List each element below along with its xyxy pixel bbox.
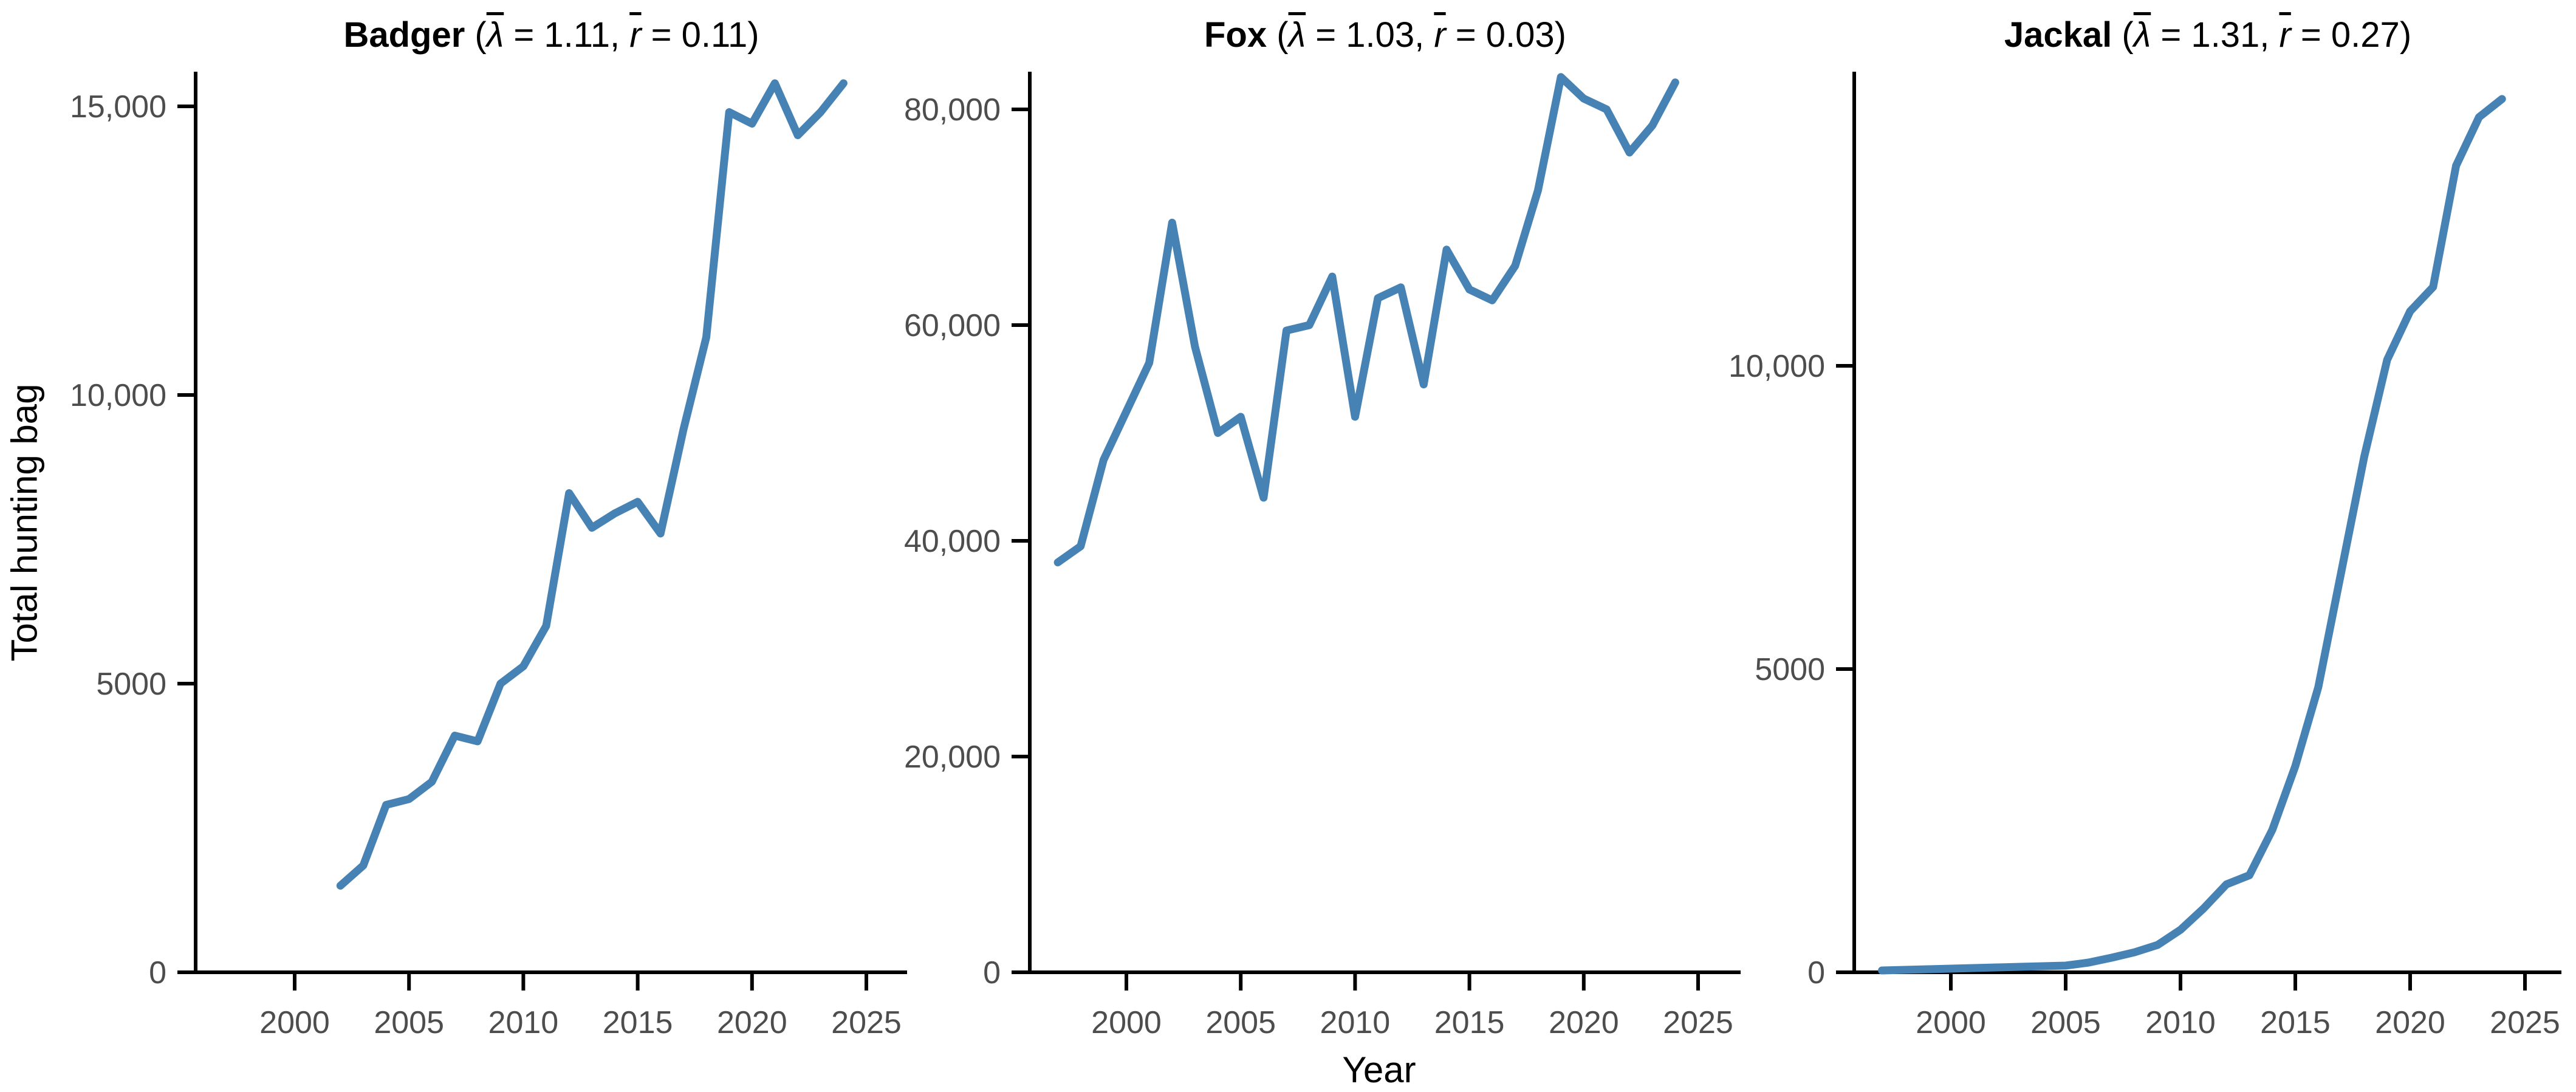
x-tick-label: 2005 [1205,1005,1276,1040]
lambda-value: 1.03 [1346,15,1415,55]
y-tick-label: 40,000 [904,524,1001,559]
x-tick-label: 2010 [2145,1005,2216,1040]
y-tick-label: 5000 [96,667,166,702]
x-tick-label: 2000 [259,1005,330,1040]
y-tick-label: 10,000 [70,378,166,413]
x-tick-label: 2005 [2030,1005,2101,1040]
series-line-jackal [1878,95,2506,975]
x-tick-label: 2005 [374,1005,444,1040]
panel-fox: 0 20,000 40,000 60,000 80,000 2000 2005 2010 201… [904,72,1741,1040]
x-tick-label: 2000 [1916,1005,1986,1040]
x-axis-label: Year [1342,1049,1416,1090]
y-tick-label: 60,000 [904,308,1001,343]
panel-badger: 0 5000 10,000 15,000 2000 2005 2010 2015 2020 202… [70,72,907,1040]
r-symbol: r [1434,15,1446,55]
panel-title-jackal: Jackal (λ = 1.31, r = 0.27) [2004,15,2412,55]
title-species: Badger [343,15,465,55]
panel-jackal: 0 5000 10,000 2000 2005 2010 2015 2020 2025 [1728,72,2561,1040]
y-axis-label: Total hunting bag [4,383,45,662]
title-species: Jackal [2004,15,2112,55]
y-tick-label: 80,000 [904,92,1001,128]
x-tick-label: 2010 [1320,1005,1391,1040]
title-species: Fox [1204,15,1267,55]
x-tick-label: 2025 [2490,1005,2560,1040]
panel-title-fox: Fox (λ = 1.03, r = 0.03) [1204,15,1566,55]
lambda-symbol: λ [2133,15,2151,55]
x-tick-label: 2025 [831,1005,902,1040]
x-tick-label: 2010 [488,1005,559,1040]
panel-title-badger: Badger (λ = 1.11, r = 0.11) [343,15,759,55]
r-symbol: r [629,15,642,55]
r-symbol: r [2279,15,2291,55]
x-tick-label: 2025 [1663,1005,1733,1040]
lambda-value: 1.31 [2191,15,2260,55]
lambda-symbol: λ [486,15,504,55]
series-line-badger [336,79,848,890]
r-value: 0.11 [681,15,748,55]
x-tick-label: 2020 [717,1005,787,1040]
y-tick-label: 0 [149,955,166,991]
r-value: 0.03 [1485,15,1555,55]
x-tick-label: 2020 [1549,1005,1619,1040]
x-tick-label: 2000 [1091,1005,1162,1040]
x-tick-label: 2020 [2375,1005,2445,1040]
y-tick-label: 5000 [1755,652,1825,687]
y-tick-label: 20,000 [904,740,1001,775]
series-line-fox [1053,73,1679,566]
y-tick-label: 0 [983,955,1001,991]
x-tick-label: 2015 [2260,1005,2331,1040]
y-tick-label: 10,000 [1728,349,1825,384]
y-tick-label: 15,000 [70,89,166,125]
r-value: 0.27 [2331,15,2400,55]
lambda-value: 1.11 [544,15,610,55]
lambda-symbol: λ [1288,15,1306,55]
x-tick-label: 2015 [1434,1005,1505,1040]
y-tick-label: 0 [1807,955,1825,991]
x-tick-label: 2015 [603,1005,673,1040]
